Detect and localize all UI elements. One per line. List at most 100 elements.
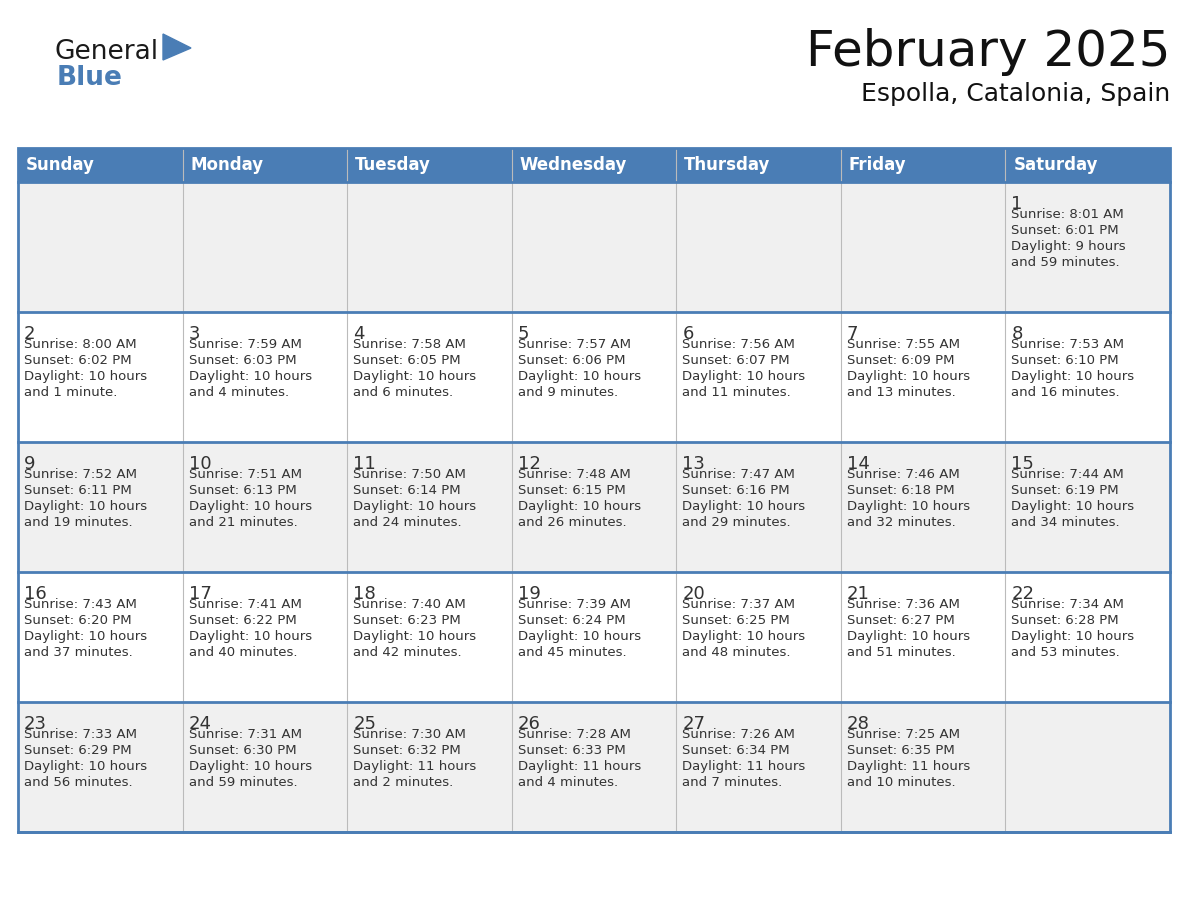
Text: Daylight: 10 hours: Daylight: 10 hours <box>518 370 640 383</box>
Text: Daylight: 10 hours: Daylight: 10 hours <box>682 630 805 643</box>
Text: Sunset: 6:34 PM: Sunset: 6:34 PM <box>682 744 790 757</box>
Text: Daylight: 10 hours: Daylight: 10 hours <box>24 760 147 773</box>
Text: Daylight: 10 hours: Daylight: 10 hours <box>1011 500 1135 513</box>
Text: and 1 minute.: and 1 minute. <box>24 386 118 399</box>
Text: Sunset: 6:22 PM: Sunset: 6:22 PM <box>189 614 296 627</box>
Text: Sunrise: 7:59 AM: Sunrise: 7:59 AM <box>189 338 302 351</box>
Polygon shape <box>163 34 191 60</box>
Text: Sunset: 6:29 PM: Sunset: 6:29 PM <box>24 744 132 757</box>
Text: Sunset: 6:23 PM: Sunset: 6:23 PM <box>353 614 461 627</box>
Text: Sunset: 6:32 PM: Sunset: 6:32 PM <box>353 744 461 757</box>
Text: Daylight: 11 hours: Daylight: 11 hours <box>847 760 971 773</box>
Text: Daylight: 10 hours: Daylight: 10 hours <box>189 370 311 383</box>
Text: Sunrise: 7:30 AM: Sunrise: 7:30 AM <box>353 728 466 741</box>
Text: 24: 24 <box>189 715 211 733</box>
Text: Sunset: 6:01 PM: Sunset: 6:01 PM <box>1011 224 1119 237</box>
Bar <box>18 312 1170 442</box>
Text: and 16 minutes.: and 16 minutes. <box>1011 386 1120 399</box>
Text: Sunrise: 8:01 AM: Sunrise: 8:01 AM <box>1011 208 1124 221</box>
Text: Daylight: 10 hours: Daylight: 10 hours <box>24 500 147 513</box>
Text: Sunset: 6:20 PM: Sunset: 6:20 PM <box>24 614 132 627</box>
Text: 9: 9 <box>24 455 36 473</box>
Text: Sunrise: 7:57 AM: Sunrise: 7:57 AM <box>518 338 631 351</box>
Text: Daylight: 10 hours: Daylight: 10 hours <box>847 370 969 383</box>
Text: and 34 minutes.: and 34 minutes. <box>1011 516 1120 529</box>
Text: and 53 minutes.: and 53 minutes. <box>1011 646 1120 659</box>
Text: and 10 minutes.: and 10 minutes. <box>847 776 955 789</box>
Text: 14: 14 <box>847 455 870 473</box>
Text: and 32 minutes.: and 32 minutes. <box>847 516 955 529</box>
Text: 23: 23 <box>24 715 48 733</box>
Text: and 45 minutes.: and 45 minutes. <box>518 646 626 659</box>
Text: 26: 26 <box>518 715 541 733</box>
Text: Daylight: 10 hours: Daylight: 10 hours <box>189 760 311 773</box>
Text: Sunrise: 7:48 AM: Sunrise: 7:48 AM <box>518 468 631 481</box>
Text: and 59 minutes.: and 59 minutes. <box>1011 256 1120 269</box>
Text: Daylight: 10 hours: Daylight: 10 hours <box>682 370 805 383</box>
Text: and 9 minutes.: and 9 minutes. <box>518 386 618 399</box>
Text: Sunset: 6:33 PM: Sunset: 6:33 PM <box>518 744 625 757</box>
Text: and 19 minutes.: and 19 minutes. <box>24 516 133 529</box>
Text: Sunday: Sunday <box>26 156 95 174</box>
Text: and 29 minutes.: and 29 minutes. <box>682 516 791 529</box>
Text: 22: 22 <box>1011 585 1035 603</box>
Text: Sunset: 6:07 PM: Sunset: 6:07 PM <box>682 354 790 367</box>
Text: Sunrise: 7:56 AM: Sunrise: 7:56 AM <box>682 338 795 351</box>
Text: Daylight: 10 hours: Daylight: 10 hours <box>353 500 476 513</box>
Text: Sunrise: 7:50 AM: Sunrise: 7:50 AM <box>353 468 466 481</box>
Text: Daylight: 10 hours: Daylight: 10 hours <box>24 370 147 383</box>
Text: 13: 13 <box>682 455 706 473</box>
Text: 21: 21 <box>847 585 870 603</box>
Text: Daylight: 10 hours: Daylight: 10 hours <box>1011 370 1135 383</box>
Text: Sunrise: 7:53 AM: Sunrise: 7:53 AM <box>1011 338 1124 351</box>
Text: Sunrise: 7:43 AM: Sunrise: 7:43 AM <box>24 598 137 611</box>
Text: and 6 minutes.: and 6 minutes. <box>353 386 454 399</box>
Text: Sunrise: 7:33 AM: Sunrise: 7:33 AM <box>24 728 137 741</box>
Text: Sunrise: 7:26 AM: Sunrise: 7:26 AM <box>682 728 795 741</box>
Text: 12: 12 <box>518 455 541 473</box>
Text: and 13 minutes.: and 13 minutes. <box>847 386 955 399</box>
Text: Daylight: 10 hours: Daylight: 10 hours <box>189 630 311 643</box>
Text: Daylight: 10 hours: Daylight: 10 hours <box>1011 630 1135 643</box>
Text: and 51 minutes.: and 51 minutes. <box>847 646 955 659</box>
Text: Sunrise: 7:28 AM: Sunrise: 7:28 AM <box>518 728 631 741</box>
Text: 3: 3 <box>189 325 200 343</box>
Text: 10: 10 <box>189 455 211 473</box>
Text: Sunset: 6:05 PM: Sunset: 6:05 PM <box>353 354 461 367</box>
Text: Sunset: 6:10 PM: Sunset: 6:10 PM <box>1011 354 1119 367</box>
Text: 17: 17 <box>189 585 211 603</box>
Text: Daylight: 11 hours: Daylight: 11 hours <box>682 760 805 773</box>
Bar <box>18 702 1170 832</box>
Text: Daylight: 10 hours: Daylight: 10 hours <box>189 500 311 513</box>
Text: Friday: Friday <box>849 156 906 174</box>
Text: Tuesday: Tuesday <box>355 156 431 174</box>
Text: and 4 minutes.: and 4 minutes. <box>189 386 289 399</box>
Text: 20: 20 <box>682 585 704 603</box>
Text: 28: 28 <box>847 715 870 733</box>
Text: Sunset: 6:11 PM: Sunset: 6:11 PM <box>24 484 132 497</box>
Text: Sunrise: 7:34 AM: Sunrise: 7:34 AM <box>1011 598 1124 611</box>
Text: Sunrise: 7:44 AM: Sunrise: 7:44 AM <box>1011 468 1124 481</box>
Text: General: General <box>55 39 159 65</box>
Text: Daylight: 10 hours: Daylight: 10 hours <box>847 630 969 643</box>
Bar <box>18 572 1170 702</box>
Bar <box>18 148 1170 182</box>
Text: 16: 16 <box>24 585 46 603</box>
Text: and 26 minutes.: and 26 minutes. <box>518 516 626 529</box>
Text: Wednesday: Wednesday <box>519 156 627 174</box>
Text: 1: 1 <box>1011 195 1023 213</box>
Text: 4: 4 <box>353 325 365 343</box>
Text: Saturday: Saturday <box>1013 156 1098 174</box>
Text: Sunset: 6:06 PM: Sunset: 6:06 PM <box>518 354 625 367</box>
Text: Sunset: 6:24 PM: Sunset: 6:24 PM <box>518 614 625 627</box>
Text: Sunrise: 7:31 AM: Sunrise: 7:31 AM <box>189 728 302 741</box>
Text: Sunset: 6:16 PM: Sunset: 6:16 PM <box>682 484 790 497</box>
Text: Sunrise: 7:46 AM: Sunrise: 7:46 AM <box>847 468 960 481</box>
Text: Sunrise: 7:41 AM: Sunrise: 7:41 AM <box>189 598 302 611</box>
Text: 18: 18 <box>353 585 375 603</box>
Text: 15: 15 <box>1011 455 1035 473</box>
Bar <box>18 182 1170 312</box>
Text: February 2025: February 2025 <box>805 28 1170 76</box>
Text: Sunset: 6:03 PM: Sunset: 6:03 PM <box>189 354 296 367</box>
Text: Sunrise: 7:58 AM: Sunrise: 7:58 AM <box>353 338 466 351</box>
